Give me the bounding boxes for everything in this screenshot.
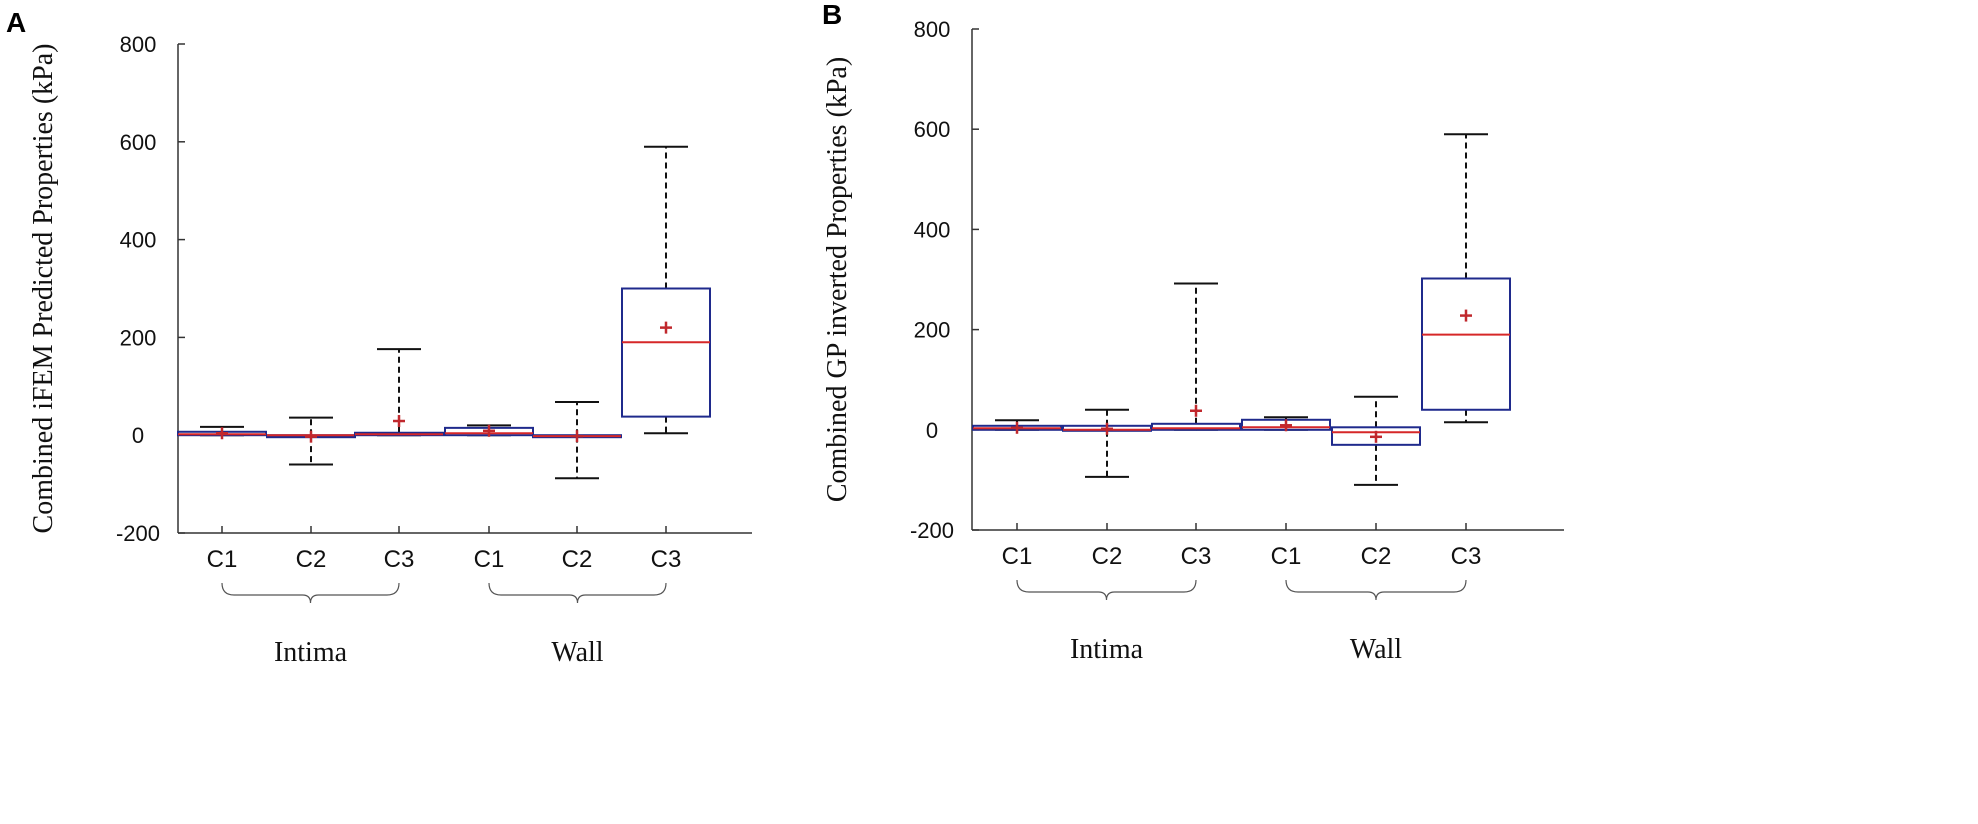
panel-b-y-tick-label: 200 xyxy=(914,318,951,343)
mean-marker xyxy=(1370,430,1382,443)
iqr-box xyxy=(1151,422,1241,431)
panel-a-x-tick-label: C1 xyxy=(474,546,505,573)
panel-b-box-wall-c1 xyxy=(1241,416,1331,432)
panel-a-y-tick-label: 600 xyxy=(120,130,157,155)
panel-b-group-brace-wall xyxy=(1285,579,1467,601)
mean-marker xyxy=(571,430,583,443)
mean-marker xyxy=(1101,422,1113,435)
panel-b-y-axis-title: Combined GP inverted Properties (kPa) xyxy=(822,57,853,502)
panel-b-x-tick-label: C3 xyxy=(1181,543,1212,570)
panel-b-box-intima-c3 xyxy=(1151,282,1241,431)
mean-marker xyxy=(305,430,317,443)
panel-b-y-tick-label: 800 xyxy=(914,17,951,42)
panel-a-group-label-wall: Wall xyxy=(551,637,603,668)
panel-a-x-tick-label: C1 xyxy=(207,546,238,573)
panel-a-group-brace-wall xyxy=(488,582,667,604)
iqr-box xyxy=(1421,277,1511,411)
panel-b-box-intima-c2 xyxy=(1062,408,1152,478)
mean-marker xyxy=(1460,309,1472,322)
mean-marker xyxy=(1190,404,1202,417)
panel-b-x-tick-label: C1 xyxy=(1271,543,1302,570)
panel-a-y-tick-label: 800 xyxy=(120,32,157,57)
panel-b-box-wall-c2 xyxy=(1331,395,1421,486)
panel-a-y-tick-label: 0 xyxy=(132,423,144,448)
panel-b-x-tick-label: C2 xyxy=(1092,543,1123,570)
panel-a-y-axis-title: Combined iFEM Predicted Properties (kPa) xyxy=(28,44,59,534)
panel-b-group-label-intima: Intima xyxy=(1070,634,1144,665)
panel-a-box-intima-c1 xyxy=(177,425,267,440)
panel-b-y-tick-label: 0 xyxy=(926,418,938,443)
panel-b-group-label-wall: Wall xyxy=(1350,634,1402,665)
panel-b-y-tick-label: -200 xyxy=(910,518,954,543)
panel-a-y-tick-label: 400 xyxy=(120,228,157,253)
panel-a-y-tick-label: -200 xyxy=(116,521,160,546)
mean-marker xyxy=(1011,421,1023,434)
panel-b-group-brace-intima xyxy=(1016,579,1197,601)
panel-a-box-intima-c3 xyxy=(354,348,444,437)
panel-a-letter: A xyxy=(6,7,26,38)
panel-a-group-brace-intima xyxy=(221,582,400,604)
panel-a-x-tick-label: C3 xyxy=(384,546,415,573)
panel-b-x-tick-label: C3 xyxy=(1451,543,1482,570)
panel-a-box-wall-c1 xyxy=(444,424,534,437)
panel-b-x-tick-label: C1 xyxy=(1002,543,1033,570)
panel-b-x-tick-label: C2 xyxy=(1361,543,1392,570)
panel-b-y-tick-label: 600 xyxy=(914,117,951,142)
panel-a-box-intima-c2 xyxy=(266,416,356,466)
panel-a-x-tick-label: C2 xyxy=(562,546,593,573)
panel-a-box-wall-c3 xyxy=(621,145,711,435)
panel-b-chart: B Combined GP inverted Properties (kPa) -2… xyxy=(822,0,1564,665)
panel-a-group-label-intima: Intima xyxy=(274,637,348,668)
mean-marker xyxy=(660,321,672,334)
panel-a-y-tick-label: 200 xyxy=(120,325,157,350)
panel-a-x-tick-label: C2 xyxy=(296,546,327,573)
panel-b-box-wall-c3 xyxy=(1421,133,1511,424)
mean-marker xyxy=(1280,419,1292,432)
panel-b-box-intima-c1 xyxy=(972,419,1062,434)
mean-marker xyxy=(393,415,405,428)
panel-b-y-tick-label: 400 xyxy=(914,217,951,242)
mean-marker xyxy=(216,427,228,440)
panel-a-box-wall-c2 xyxy=(532,400,622,480)
iqr-box xyxy=(621,287,711,418)
panel-b-letter: B xyxy=(822,0,842,30)
panel-a-x-tick-label: C3 xyxy=(651,546,682,573)
mean-marker xyxy=(483,424,495,437)
